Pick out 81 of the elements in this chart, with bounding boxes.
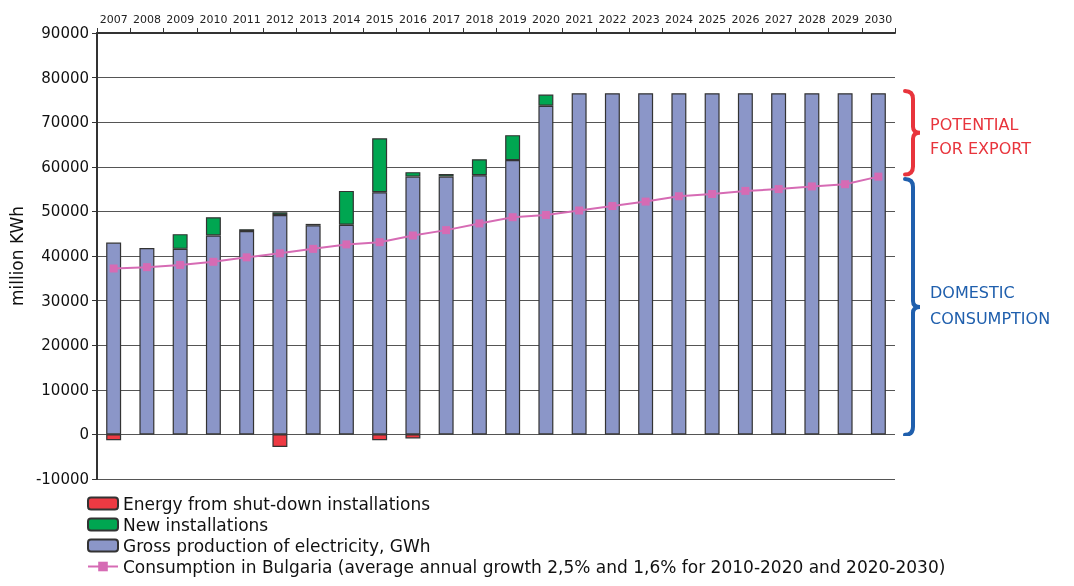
bar <box>671 93 687 435</box>
x-tick-label: 2020 <box>531 13 560 26</box>
x-tick-label: 2024 <box>664 13 693 26</box>
point <box>109 264 118 273</box>
x-tick-label: 2013 <box>299 13 328 26</box>
x-tick-label: 2009 <box>166 13 195 26</box>
y-tick-label: 30000 <box>41 291 90 310</box>
y-tick-label: 70000 <box>41 113 90 132</box>
point <box>242 253 251 262</box>
y-tick-label: 50000 <box>41 202 90 221</box>
bar <box>305 225 321 435</box>
x-tick-label: 2015 <box>365 13 394 26</box>
x-tick-label: 2012 <box>265 13 294 26</box>
point <box>641 197 650 206</box>
point <box>674 192 683 201</box>
point <box>608 202 617 211</box>
bar <box>239 231 255 435</box>
x-tick-label: 2014 <box>332 13 361 26</box>
bar <box>438 176 454 435</box>
bar <box>837 93 853 435</box>
text: DOMESTIC CONSUMPTION <box>930 283 1051 329</box>
point <box>442 226 451 235</box>
y-tick-label: 40000 <box>41 247 90 265</box>
x-tick-label: 2027 <box>764 13 793 26</box>
legend-label: Energy from shut-down installations <box>123 493 431 514</box>
bar <box>571 93 587 435</box>
y-tick-label: 90000 <box>41 24 90 42</box>
legend-label: Consumption in Bulgaria (average annual growth 2,5% and 1,6% for 2010-2020 and 2020-2030) <box>123 556 946 577</box>
x-tick-label: 2026 <box>731 13 760 26</box>
point <box>475 219 484 228</box>
bar <box>638 93 654 435</box>
x-tick-label: 2029 <box>831 13 860 26</box>
legend-label: New installations <box>123 514 269 535</box>
x-tick-label: 2028 <box>797 13 826 26</box>
bar <box>139 247 155 435</box>
point <box>774 185 783 194</box>
point <box>541 210 550 219</box>
point <box>575 206 584 215</box>
point <box>375 238 384 247</box>
x-tick-label: 2022 <box>598 13 627 26</box>
x-tick-label: 2018 <box>465 13 494 26</box>
bar <box>604 93 620 435</box>
x-tick-label: 2019 <box>498 13 527 26</box>
bar <box>870 93 886 435</box>
y-tick-label: 20000 <box>41 336 90 355</box>
x-tick-label: 2021 <box>565 13 594 26</box>
bar <box>771 93 787 435</box>
y-tick-label: 10000 <box>41 380 90 399</box>
point <box>807 182 816 191</box>
x-tick-label: 2023 <box>631 13 660 26</box>
legend-label: Gross production of electricity, GWh <box>123 535 431 556</box>
x-tick-label: 2017 <box>432 13 461 26</box>
point <box>176 260 185 269</box>
point <box>142 263 151 272</box>
y-tick-label: 60000 <box>41 157 90 176</box>
x-tick-label: 2030 <box>864 13 893 26</box>
point <box>342 240 351 249</box>
point <box>209 257 218 266</box>
point <box>508 213 517 222</box>
y-tick-label: 0 <box>79 425 90 444</box>
x-tick-label: 2011 <box>232 13 261 26</box>
text: POTENTIAL FOR EXPORT <box>930 115 1032 159</box>
x-tick-label: 2008 <box>132 13 161 26</box>
point <box>275 249 284 258</box>
point <box>408 231 417 240</box>
x-tick-label: 2025 <box>698 13 727 26</box>
y-axis-title: million KWh <box>6 205 27 307</box>
x-tick-label: 2007 <box>99 13 128 26</box>
bar <box>704 93 720 435</box>
bar <box>804 93 820 435</box>
x-tick-label: 2016 <box>398 13 427 26</box>
x-tick-label: 2010 <box>199 13 228 26</box>
point <box>708 190 717 199</box>
point <box>309 244 318 253</box>
point <box>741 186 750 195</box>
point <box>841 180 850 189</box>
bar <box>737 93 753 435</box>
point <box>874 172 883 181</box>
bar <box>405 176 421 435</box>
y-tick-label: 80000 <box>41 68 90 87</box>
y-tick-label: -10000 <box>35 470 90 488</box>
